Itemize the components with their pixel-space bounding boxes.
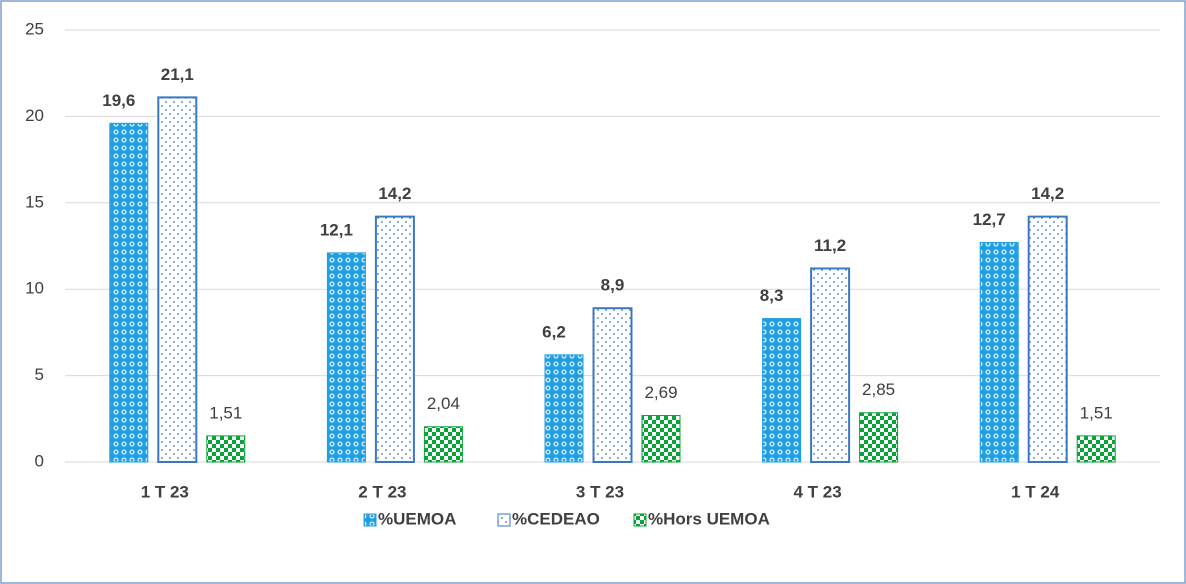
y-tick-label: 10 bbox=[25, 279, 44, 298]
bar bbox=[762, 318, 802, 463]
data-label: 12,1 bbox=[320, 220, 353, 239]
bar bbox=[157, 96, 198, 463]
data-label: 1,51 bbox=[1080, 403, 1113, 422]
x-tick-label: 2 T 23 bbox=[358, 482, 406, 501]
data-label: 8,9 bbox=[601, 276, 625, 295]
x-tick-label: 3 T 23 bbox=[576, 482, 624, 501]
data-label: 1,51 bbox=[209, 403, 242, 422]
y-tick-label: 20 bbox=[25, 106, 44, 125]
y-tick-label: 0 bbox=[35, 451, 44, 470]
data-label: 14,2 bbox=[378, 184, 411, 203]
data-label: 14,2 bbox=[1031, 184, 1064, 203]
data-label: 2,85 bbox=[862, 380, 895, 399]
x-tick-label: 4 T 23 bbox=[793, 482, 841, 501]
x-tick-label: 1 T 24 bbox=[1011, 482, 1060, 501]
data-label: 21,1 bbox=[161, 65, 194, 84]
data-label: 2,04 bbox=[427, 394, 460, 413]
data-label: 6,2 bbox=[542, 322, 566, 341]
x-tick-label: 1 T 23 bbox=[141, 482, 189, 501]
legend-swatch bbox=[363, 513, 377, 527]
bar bbox=[423, 426, 463, 463]
bar bbox=[810, 267, 851, 463]
data-label: 12,7 bbox=[973, 210, 1006, 229]
data-label: 2,69 bbox=[644, 383, 677, 402]
bar bbox=[1027, 215, 1068, 463]
legend-swatch bbox=[633, 513, 647, 527]
bar bbox=[641, 415, 681, 463]
y-tick-label: 5 bbox=[35, 365, 44, 384]
bar bbox=[109, 122, 149, 463]
bar bbox=[859, 412, 899, 463]
legend-label: %UEMOA bbox=[378, 509, 456, 528]
data-label: 11,2 bbox=[814, 236, 846, 255]
bar bbox=[1076, 435, 1116, 463]
y-tick-label: 25 bbox=[25, 19, 44, 38]
legend-swatch bbox=[497, 513, 511, 527]
y-tick-label: 15 bbox=[25, 192, 44, 211]
bar bbox=[206, 435, 246, 463]
legend-label: %Hors UEMOA bbox=[648, 509, 770, 528]
data-label: 8,3 bbox=[760, 286, 784, 305]
bar bbox=[374, 215, 415, 463]
bar bbox=[979, 242, 1019, 463]
bar bbox=[544, 354, 584, 463]
data-label: 19,6 bbox=[102, 91, 135, 110]
bar bbox=[592, 307, 633, 464]
legend-label: %CEDEAO bbox=[512, 509, 600, 528]
bar bbox=[326, 252, 366, 463]
